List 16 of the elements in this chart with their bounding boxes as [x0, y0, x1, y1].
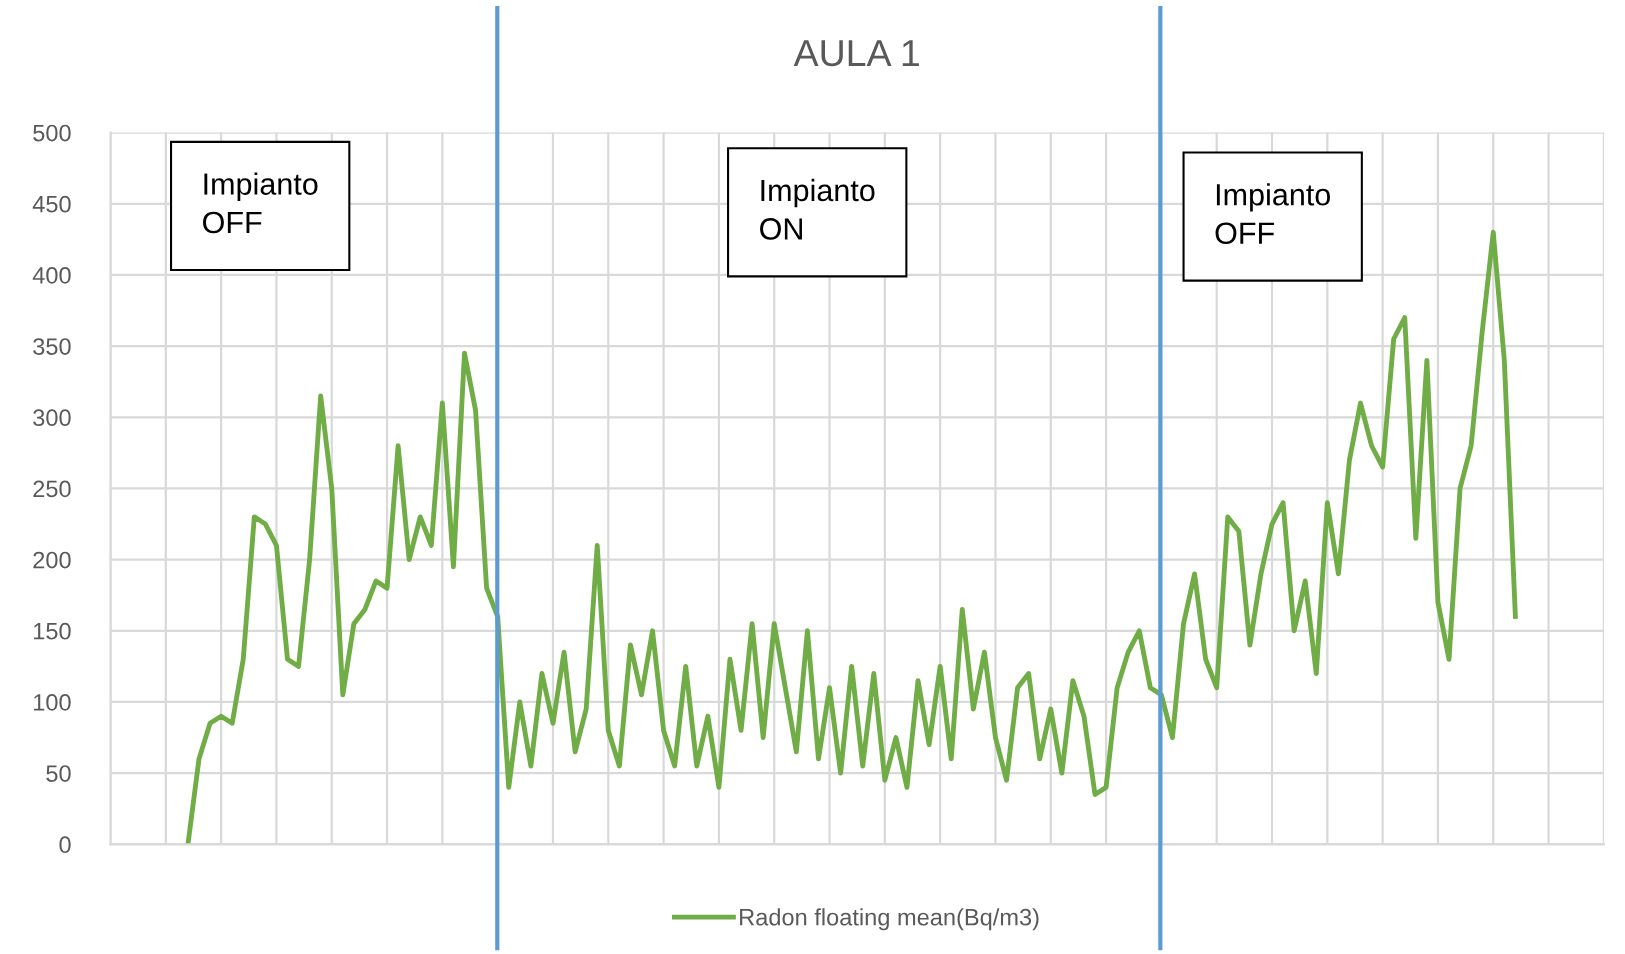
y-tick-label: 250 — [33, 480, 71, 498]
y-tick-label: 150 — [34, 622, 71, 640]
y-tick-label: 0 — [59, 836, 71, 854]
y-tick-label: 50 — [46, 765, 71, 782]
chart-title: AULA 1 — [793, 40, 919, 67]
y-tick-label: 100 — [34, 694, 71, 711]
y-tick-label: 300 — [33, 409, 71, 427]
annotation: Impianto OFF — [1215, 183, 1331, 245]
annotation: Impianto OFF — [203, 172, 318, 234]
y-tick-label: 450 — [32, 195, 71, 213]
annotation: Impianto ON — [760, 178, 875, 240]
y-tick-label: 200 — [33, 551, 71, 569]
y-tick-label: 500 — [33, 124, 71, 142]
y-tick-label: 400 — [32, 267, 71, 284]
legend-label: Radon floating mean(Bq/m3) — [740, 908, 1039, 931]
y-tick-label: 350 — [33, 338, 71, 355]
